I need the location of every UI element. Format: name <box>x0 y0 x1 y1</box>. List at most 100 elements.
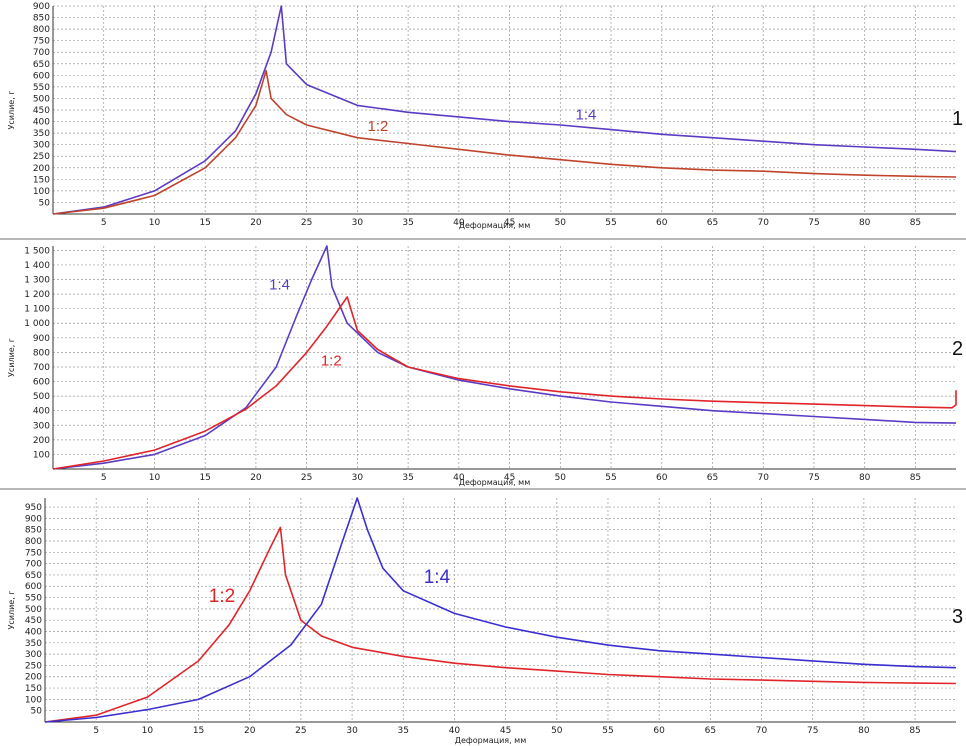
y-tick-label: 650 <box>33 60 50 70</box>
y-tick-label: 600 <box>33 378 50 388</box>
x-tick-label: 80 <box>858 726 870 736</box>
x-tick-label: 55 <box>602 726 613 736</box>
x-tick-label: 85 <box>910 218 921 228</box>
y-tick-label: 950 <box>25 503 42 513</box>
y-tick-label: 500 <box>33 94 50 104</box>
y-tick-label: 50 <box>39 198 51 208</box>
panel-number-3: 3 <box>952 606 964 628</box>
y-tick-label: 850 <box>33 14 50 24</box>
y-tick-label: 1 400 <box>24 261 50 271</box>
x-tick-label: 55 <box>605 473 616 483</box>
y-tick-label: 800 <box>25 537 42 547</box>
x-tick-label: 70 <box>757 473 769 483</box>
x-tick-label: 60 <box>653 726 665 736</box>
y-tick-label: 300 <box>25 650 42 660</box>
panel-number-2: 2 <box>952 338 964 360</box>
y-tick-label: 1 000 <box>24 319 50 329</box>
panel-divider <box>0 238 966 240</box>
series-line-1-4 <box>52 5 957 215</box>
y-tick-label: 1 100 <box>24 305 50 315</box>
x-tick-label: 65 <box>707 218 718 228</box>
x-tick-label: 35 <box>402 473 413 483</box>
y-tick-label: 800 <box>33 25 50 35</box>
x-tick-label: 60 <box>656 473 668 483</box>
y-tick-label: 400 <box>33 118 50 128</box>
y-tick-label: 900 <box>33 2 50 12</box>
y-tick-label: 1 200 <box>24 290 50 300</box>
panel-divider <box>0 488 966 490</box>
x-tick-label: 45 <box>504 218 515 228</box>
y-tick-label: 850 <box>25 526 42 536</box>
y-tick-label: 150 <box>33 175 50 185</box>
x-tick-label: 20 <box>250 218 262 228</box>
y-tick-label: 350 <box>25 639 42 649</box>
y-tick-label: 800 <box>33 348 50 358</box>
x-tick-label: 25 <box>301 218 312 228</box>
x-tick-label: 60 <box>656 218 668 228</box>
y-tick-label: 900 <box>25 514 42 524</box>
y-tick-label: 400 <box>25 627 42 637</box>
y-tick-label: 750 <box>33 37 50 47</box>
y-tick-label: 650 <box>25 571 42 581</box>
series-line-1-4 <box>52 245 957 470</box>
x-axis-title: Деформация, мм <box>459 221 531 230</box>
chart-panel-1: 5 10 15 20 25 30 35 40 45 50 55 60 65 70 75 80 855010015… <box>7 2 957 230</box>
x-tick-label: 5 <box>101 218 107 228</box>
x-tick-label: 20 <box>250 473 262 483</box>
y-tick-label: 500 <box>25 605 42 615</box>
y-tick-label: 450 <box>33 106 50 116</box>
chart-panel-2: 5 10 15 20 25 30 35 40 45 50 55 60 65 70 75 80 85 100 200 3… <box>7 245 957 487</box>
x-tick-label: 5 <box>93 726 99 736</box>
x-tick-label: 20 <box>244 726 256 736</box>
x-tick-label: 30 <box>352 218 364 228</box>
chart-panel-3: 5 10 15 20 25 30 35 40 45 50 55 60 65 70 75 80 85 50 10015… <box>7 497 957 745</box>
x-tick-label: 10 <box>142 726 154 736</box>
x-tick-label: 80 <box>859 218 871 228</box>
x-tick-label: 45 <box>500 726 511 736</box>
x-tick-label: 40 <box>453 218 465 228</box>
x-tick-label: 75 <box>807 726 818 736</box>
x-tick-label: 30 <box>352 473 364 483</box>
series-label-1-4: 1:4 <box>269 277 290 294</box>
y-axis-title: Усилие, г <box>7 91 16 130</box>
x-tick-label: 40 <box>453 473 465 483</box>
series-label-1-2: 1:2 <box>209 586 235 607</box>
x-axis-title: Деформация, мм <box>459 478 531 487</box>
y-tick-label: 350 <box>33 129 50 139</box>
x-tick-label: 30 <box>346 726 358 736</box>
y-tick-label: 700 <box>25 560 42 570</box>
y-tick-label: 500 <box>33 392 50 402</box>
y-tick-label: 450 <box>25 616 42 626</box>
y-tick-label: 600 <box>25 582 42 592</box>
y-tick-label: 600 <box>33 71 50 81</box>
series-label-1-2: 1:2 <box>321 353 342 370</box>
x-tick-label: 15 <box>199 218 210 228</box>
x-tick-label: 55 <box>605 218 616 228</box>
x-tick-label: 85 <box>909 726 920 736</box>
y-tick-label: 400 <box>33 407 50 417</box>
y-tick-label: 300 <box>33 141 50 151</box>
x-tick-label: 50 <box>555 473 567 483</box>
series-line-1-2 <box>52 296 957 470</box>
y-tick-label: 200 <box>33 164 50 174</box>
x-tick-label: 75 <box>808 218 819 228</box>
x-tick-label: 5 <box>101 473 107 483</box>
series-line-1-4 <box>44 497 957 723</box>
x-tick-label: 25 <box>295 726 306 736</box>
x-tick-label: 15 <box>199 473 210 483</box>
x-tick-label: 25 <box>301 473 312 483</box>
y-tick-label: 700 <box>33 48 50 58</box>
x-tick-label: 10 <box>149 473 161 483</box>
y-tick-label: 550 <box>33 83 50 93</box>
y-tick-label: 700 <box>33 363 50 373</box>
x-tick-label: 80 <box>859 473 871 483</box>
x-tick-label: 65 <box>707 473 718 483</box>
y-tick-label: 100 <box>33 450 50 460</box>
series-line-1-2 <box>44 526 957 723</box>
y-tick-label: 200 <box>25 673 42 683</box>
x-tick-label: 10 <box>149 218 161 228</box>
x-tick-label: 15 <box>193 726 204 736</box>
y-tick-label: 250 <box>33 152 50 162</box>
x-tick-label: 65 <box>705 726 716 736</box>
x-tick-label: 75 <box>808 473 819 483</box>
